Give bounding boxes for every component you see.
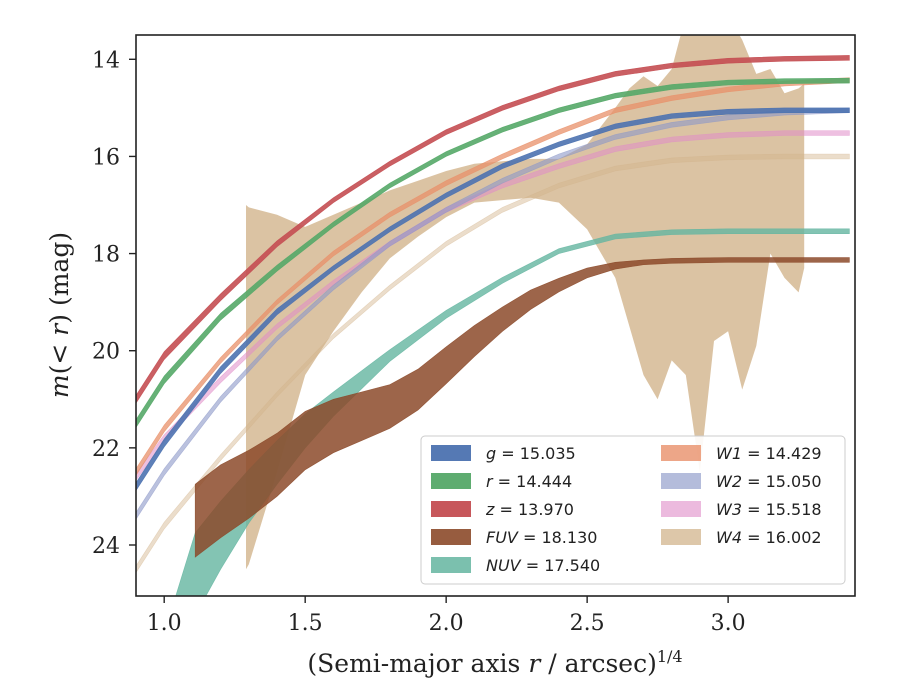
legend-swatch-z (431, 501, 471, 517)
y-tick-label: 20 (92, 340, 120, 365)
series-W3-band (136, 130, 850, 481)
series-g-band (136, 107, 850, 492)
legend-label-W1: W1 = 14.429 (716, 444, 822, 463)
series-FUV-band (194, 257, 850, 558)
y-tick-label: 18 (92, 243, 120, 268)
series-z-band (136, 55, 850, 404)
legend-swatch-NUV (431, 557, 471, 573)
y-axis-label: m(< r) (mag) (45, 232, 74, 398)
series-W4-band (136, 153, 850, 574)
legend-label-r: r = 14.444 (486, 472, 572, 491)
legend-swatch-r (431, 473, 471, 489)
legend-label-z: z = 13.970 (485, 500, 574, 519)
x-tick-label: 1.0 (147, 611, 182, 636)
x-tick-label: 2.5 (570, 611, 605, 636)
legend-swatch-W2 (661, 473, 701, 489)
tick-layer: 1.0 1.5 2.0 2.5 3.0 14 16 18 20 22 24 (92, 48, 746, 636)
data-layer (136, 35, 850, 596)
series-r-band (136, 77, 850, 429)
x-axis-label: (Semi-major axis r / arcsec)1/4 (307, 647, 682, 678)
legend-frame (420, 435, 846, 585)
y-tick-label: 22 (92, 437, 120, 462)
y-tick-label: 24 (92, 534, 120, 559)
legend-label-NUV: NUV = 17.540 (486, 556, 600, 575)
legend-swatch-g (431, 445, 471, 461)
legend-swatch-FUV (431, 529, 471, 545)
legend-label-W2: W2 = 15.050 (716, 472, 822, 491)
series-W4-uncertainty-band (246, 35, 805, 570)
legend-label-W4: W4 = 16.002 (716, 528, 822, 547)
y-tick-label: 14 (92, 48, 120, 73)
legend-swatch-W4 (661, 529, 701, 545)
plot-frame (135, 34, 856, 597)
legend-swatch-W3 (661, 501, 701, 517)
legend: g = 15.035 r = 14.444 z = 13.970 FUV = 18.1… (420, 435, 846, 585)
legend-label-g: g = 15.035 (486, 444, 576, 463)
x-tick-label: 3.0 (711, 611, 746, 636)
x-tick-label: 2.0 (429, 611, 464, 636)
legend-label-FUV: FUV = 18.130 (486, 528, 597, 547)
x-tick-label: 1.5 (288, 611, 323, 636)
legend-label-W3: W3 = 15.518 (716, 500, 822, 519)
y-tick-label: 16 (92, 145, 120, 170)
legend-swatch-W1 (661, 445, 701, 461)
